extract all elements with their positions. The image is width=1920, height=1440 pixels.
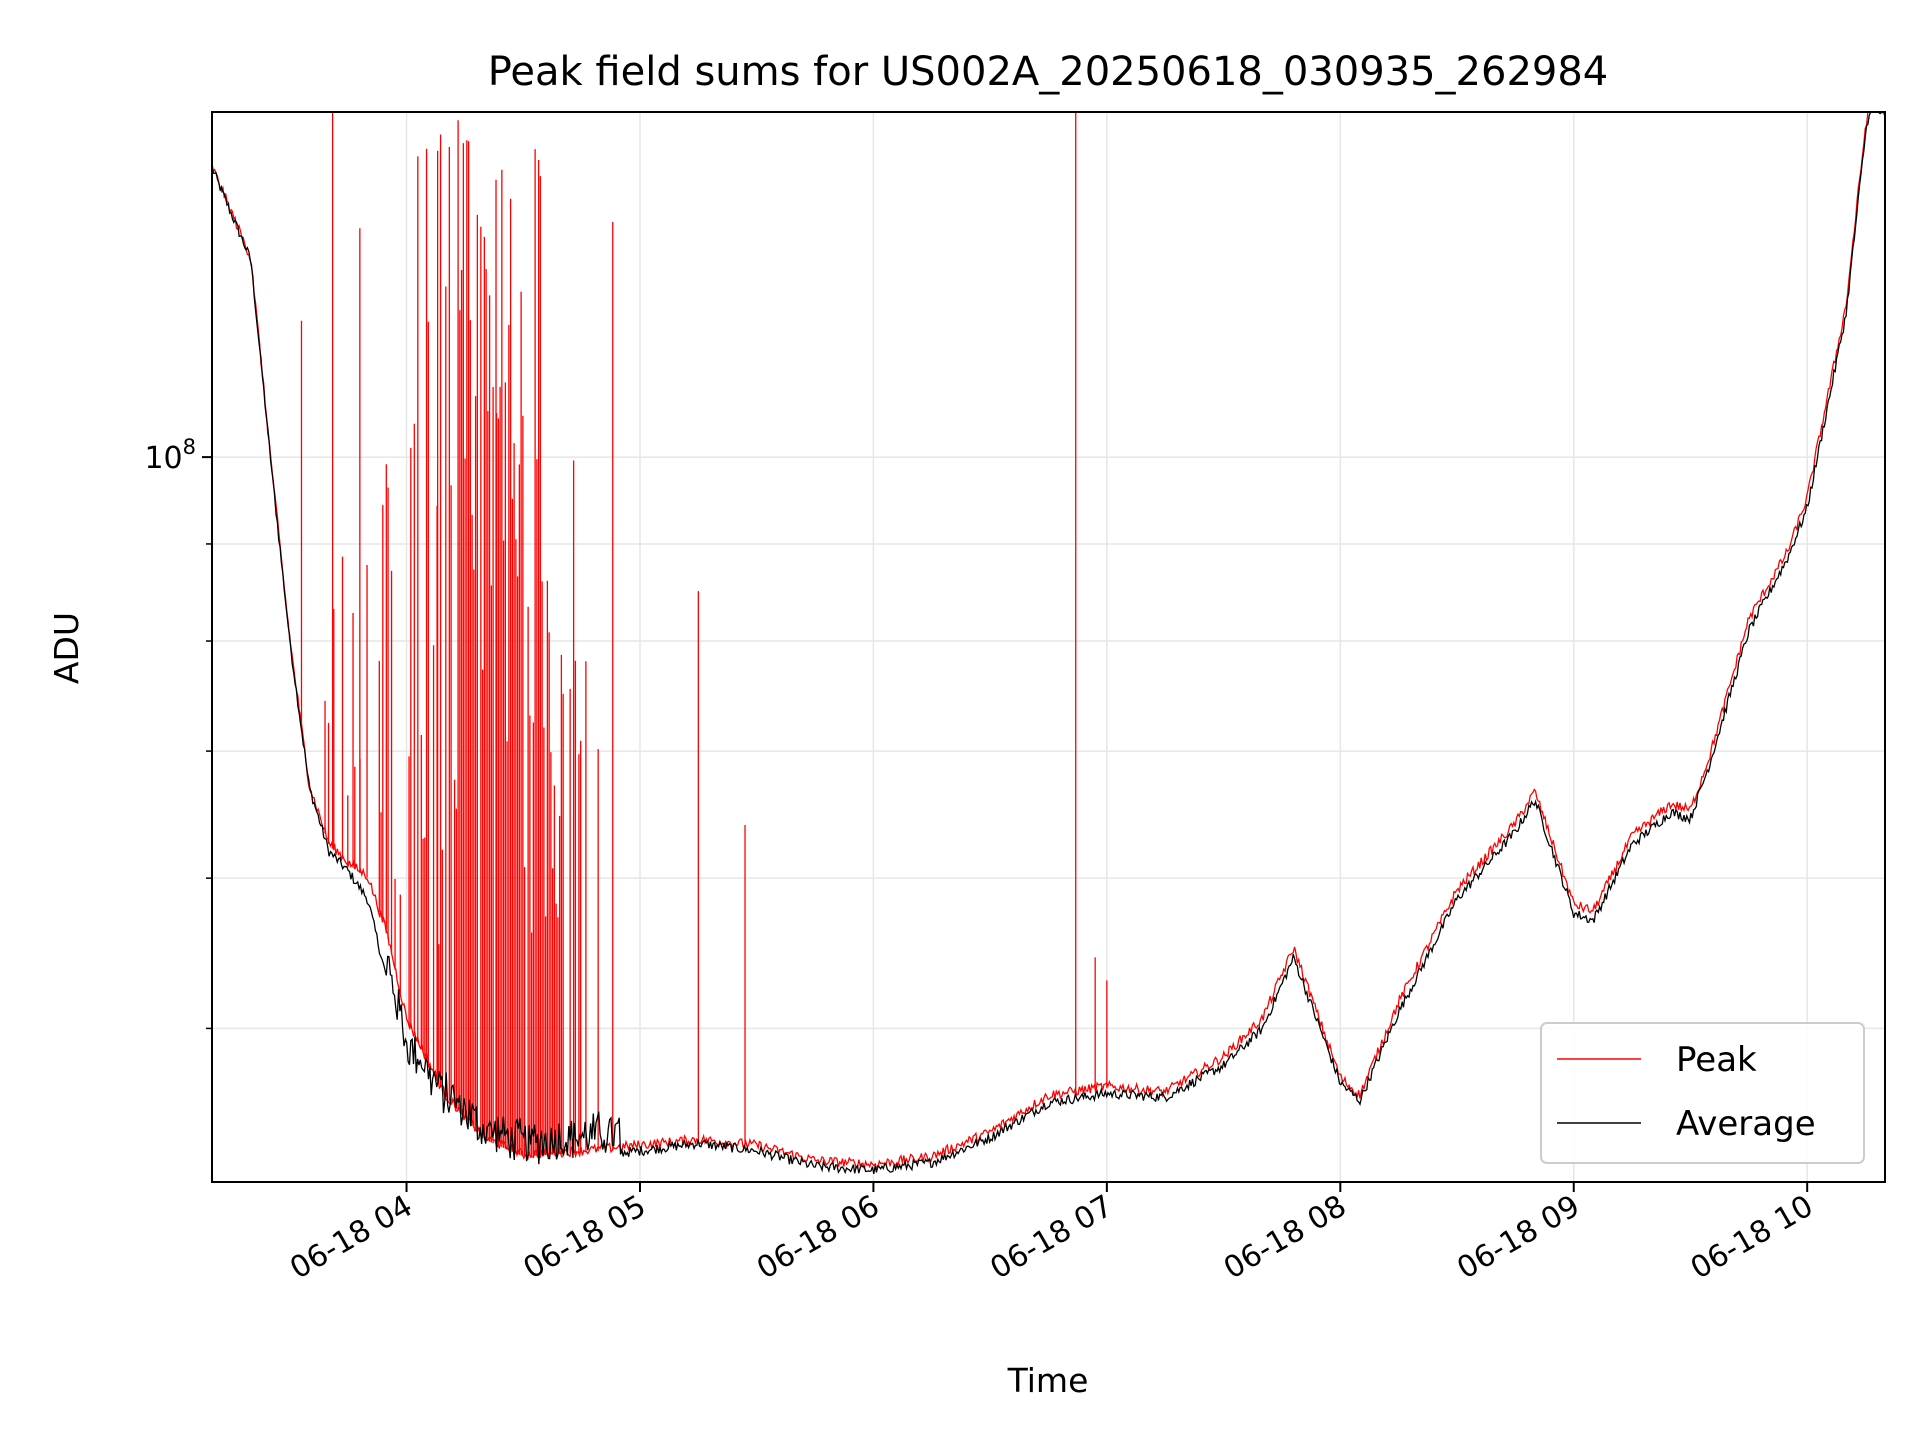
x-axis-label: Time [1007,1361,1089,1400]
peak-spikes [300,112,1108,1157]
y-tick-label: 108 [144,435,196,476]
y-axis-ticks: 108 [144,435,212,1030]
plot-area [211,111,1885,1175]
axes-frame [211,111,1886,1183]
chart-title: Peak field sums for US002A_20250618_0309… [488,49,1609,95]
y-tick-label-base: 10 [144,441,182,476]
series-line-peak [211,111,1885,1169]
legend: Peak Average [1540,1022,1865,1164]
y-axis-label: ADU [47,612,86,684]
legend-label-average: Average [1676,1104,1816,1144]
legend-box [1540,1022,1865,1164]
y-tick-label-exponent: 8 [183,435,196,459]
series-line-average [211,111,1885,1175]
legend-label-peak: Peak [1676,1040,1757,1080]
